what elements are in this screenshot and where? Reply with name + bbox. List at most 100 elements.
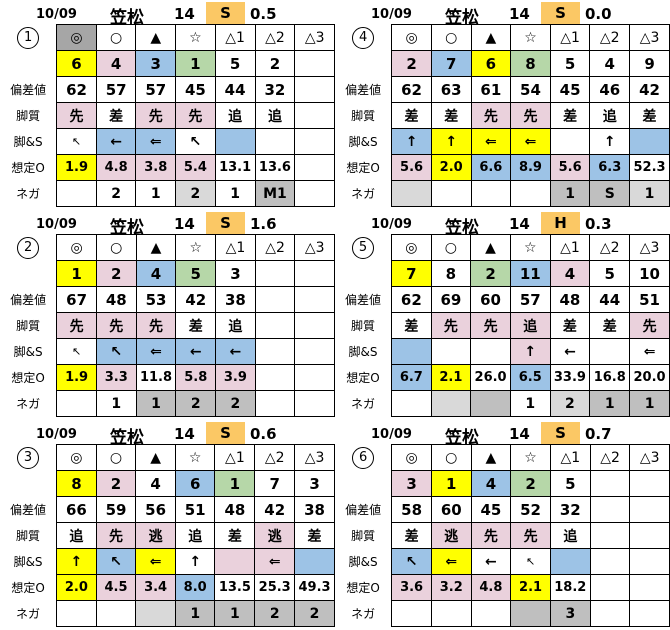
marks-cell: △1 — [215, 234, 256, 261]
legs_s-cell: ⇐ — [254, 548, 296, 575]
numbers-cell: 1 — [175, 50, 216, 77]
nega-cell: 1 — [95, 390, 137, 417]
kyakushitsu-cell: 差 — [549, 102, 591, 129]
souteiO-cell: 8.9 — [510, 154, 551, 181]
nega-cell — [294, 180, 335, 207]
hensachi-cell: 32 — [549, 496, 591, 523]
legs_s-cell: ↖ — [95, 338, 137, 365]
table-number: 3 — [0, 445, 57, 471]
numbers-cell: 2 — [254, 50, 296, 77]
prediction-grid-2: 2 ◎ ○ ▲ ☆ △1 △2 △3 1 2 4 5 3 偏差値 67 48 53 42 38 脚質先先先差追脚&S ↖… — [0, 234, 335, 417]
kyakushitsu-cell: 先 — [629, 312, 670, 339]
numbers-cell: 10 — [629, 260, 670, 287]
numbers-cell: 3 — [215, 260, 256, 287]
hensachi-cell: 48 — [95, 286, 137, 313]
row-label: 想定O — [346, 371, 380, 385]
numbers-cell: 7 — [430, 50, 472, 77]
nega-cell — [430, 180, 472, 207]
souteiO-cell: 3.3 — [95, 364, 137, 391]
marks-cell: △2 — [254, 444, 296, 471]
race-number: 14 — [509, 5, 530, 23]
nega-cell: 2 — [254, 600, 296, 627]
row-label: ネガ — [351, 397, 376, 411]
hensachi-cell: 54 — [510, 76, 551, 103]
marks-cell: ○ — [430, 444, 472, 471]
nega-cell — [391, 390, 432, 417]
race-number: 14 — [509, 425, 530, 443]
numbers-cell: 2 — [510, 470, 551, 497]
race-class-badge: S — [541, 422, 580, 444]
race-date: 10/09 — [371, 217, 412, 232]
kyakushitsu-cell: 差 — [549, 312, 591, 339]
souteiO-cell: 1.9 — [56, 154, 97, 181]
row-label: 想定O — [11, 371, 45, 385]
hensachi-cell: 44 — [214, 76, 256, 103]
row-label: 脚&S — [13, 555, 43, 569]
marks-cell: △2 — [589, 234, 631, 261]
numbers-cell: 1 — [214, 470, 256, 497]
marks-cell: ☆ — [174, 444, 216, 471]
hensachi-cell: 51 — [629, 286, 670, 313]
numbers-cell: 9 — [629, 50, 670, 77]
hensachi-cell: 45 — [175, 76, 216, 103]
legs_s-cell: ↑ — [509, 338, 551, 365]
marks-cell: ☆ — [509, 234, 551, 261]
kyakushitsu-cell: 逃 — [254, 522, 296, 549]
hensachi-cell: 57 — [95, 76, 137, 103]
hensachi-cell: 61 — [470, 76, 512, 103]
race-date: 10/09 — [371, 7, 412, 22]
table-number: 5 — [335, 235, 392, 261]
race-header-2: 10/09 笠松 14 S 1.6 — [0, 212, 335, 238]
souteiO-cell: 3.6 — [391, 574, 432, 601]
row-label: 脚&S — [13, 135, 43, 149]
row-label: 脚質 — [351, 529, 376, 543]
nega-cell: 1 — [629, 390, 670, 417]
kyakushitsu-cell — [254, 312, 296, 339]
souteiO-cell: 26.0 — [470, 364, 511, 391]
nega-cell — [470, 180, 512, 207]
nega-cell: 2 — [215, 390, 256, 417]
row-label: 脚質 — [351, 319, 376, 333]
row-label: 脚&S — [348, 345, 378, 359]
numbers-cell: 5 — [214, 50, 256, 77]
souteiO-cell: 5.6 — [549, 154, 591, 181]
row-label: 脚&S — [348, 555, 378, 569]
track-name: 笠松 — [445, 428, 479, 448]
nega-cell — [470, 390, 511, 417]
legs_s-cell: ⇐ — [470, 128, 512, 155]
hensachi-cell: 52 — [510, 496, 551, 523]
row-label: 脚質 — [351, 109, 376, 123]
race-header-3: 10/09 笠松 14 S 0.6 — [0, 422, 335, 448]
numbers-cell: 7 — [254, 470, 296, 497]
marks-cell: ☆ — [510, 24, 551, 51]
row-label: 偏差値 — [10, 503, 47, 517]
nega-cell: S — [589, 180, 631, 207]
marks-cell: ◎ — [391, 444, 432, 471]
hensachi-cell: 38 — [215, 286, 256, 313]
race-margin-value: 0.0 — [585, 5, 612, 23]
legs_s-cell: ↖ — [56, 338, 97, 365]
hensachi-cell — [294, 286, 335, 313]
hensachi-cell — [294, 76, 335, 103]
numbers-cell: 4 — [135, 260, 177, 287]
numbers-cell: 1 — [56, 260, 97, 287]
marks-cell: ▲ — [135, 234, 177, 261]
kyakushitsu-cell: 差 — [589, 312, 631, 339]
race-class-badge: S — [206, 422, 245, 444]
legs_s-cell — [430, 338, 472, 365]
row-label: 偏差値 — [345, 503, 382, 517]
legs_s-cell — [549, 128, 591, 155]
nega-cell — [589, 600, 631, 627]
numbers-cell: 5 — [175, 260, 217, 287]
kyakushitsu-cell: 追 — [56, 522, 97, 549]
row-label — [335, 471, 392, 497]
nega-cell: 2 — [549, 390, 591, 417]
race-date: 10/09 — [36, 7, 77, 22]
numbers-cell — [629, 470, 670, 497]
nega-cell — [294, 390, 335, 417]
souteiO-cell: 13.1 — [214, 154, 256, 181]
nega-cell: 1 — [214, 180, 256, 207]
kyakushitsu-cell: 差 — [391, 102, 432, 129]
legs_s-cell — [214, 548, 256, 575]
track-name: 笠松 — [445, 218, 479, 238]
